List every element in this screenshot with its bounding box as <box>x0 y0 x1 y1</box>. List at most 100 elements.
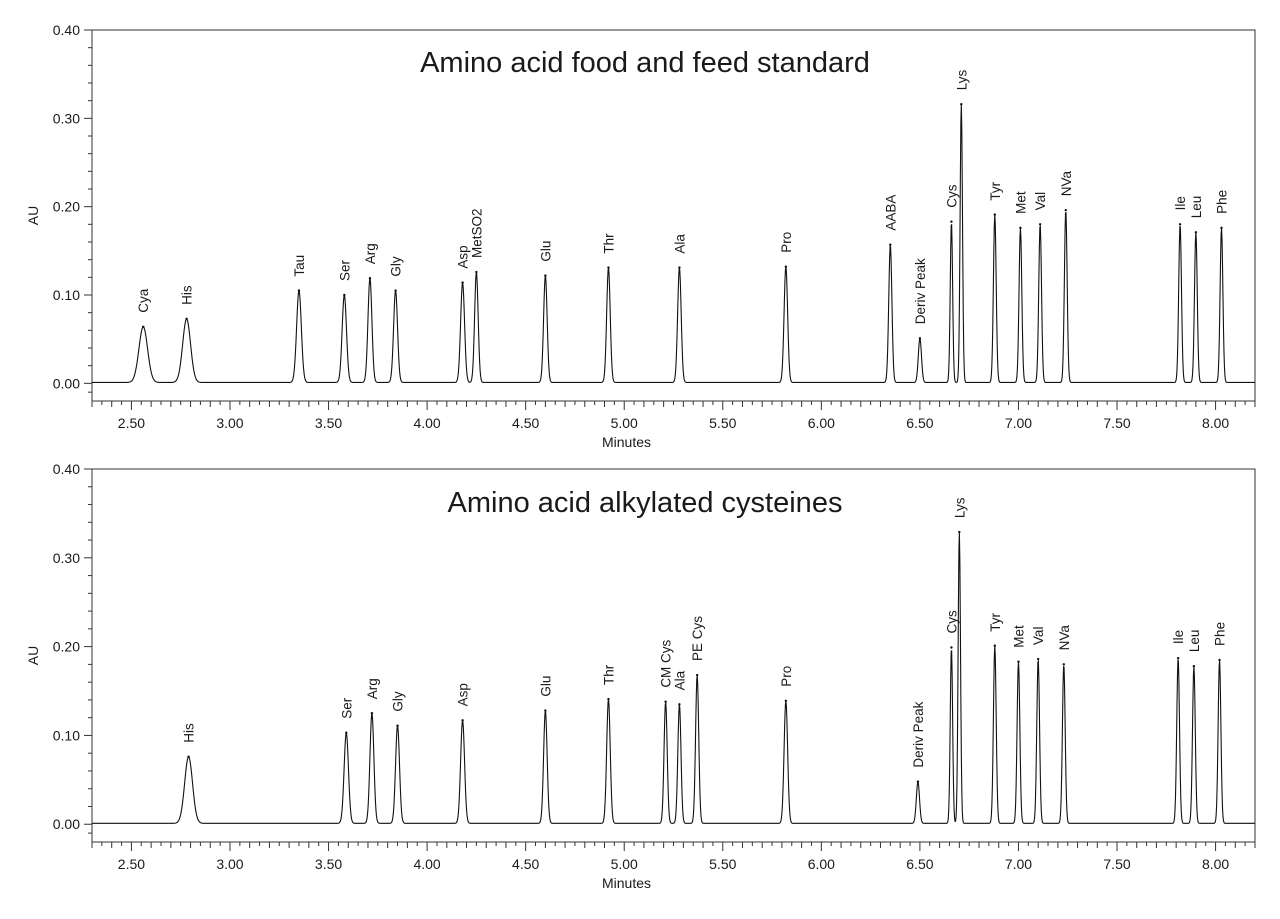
y-tick-label: 0.20 <box>53 639 80 655</box>
y-tick-label: 0.30 <box>53 550 80 566</box>
x-tick-label: 4.00 <box>413 856 440 872</box>
x-tick-label: 4.00 <box>413 415 440 431</box>
peak-apex <box>1220 226 1223 230</box>
peak-label: Ser <box>337 259 352 281</box>
peak-label: Cys <box>944 610 959 633</box>
x-tick-label: 3.00 <box>216 856 243 872</box>
peak-apex <box>370 712 374 715</box>
peak-apex <box>607 697 610 701</box>
x-tick-label: 8.00 <box>1202 415 1229 431</box>
x-tick-label: 3.00 <box>216 415 243 431</box>
peak-apex <box>368 277 372 280</box>
peak-apex <box>1062 663 1065 666</box>
y-tick-label: 0.00 <box>53 816 80 832</box>
chart-title: Amino acid food and feed standard <box>420 47 870 79</box>
peak-label: Gly <box>389 256 404 277</box>
peak-label: Val <box>1031 627 1046 646</box>
peak-apex <box>784 699 788 702</box>
x-tick-label: 7.00 <box>1005 856 1032 872</box>
peak-apex <box>1036 657 1040 661</box>
peak-label: Met <box>1011 625 1026 648</box>
peak-apex <box>185 317 188 321</box>
peak-apex <box>678 266 681 269</box>
y-tick-label: 0.10 <box>53 287 80 303</box>
y-tick-label: 0.20 <box>53 199 80 215</box>
peak-apex <box>918 337 922 340</box>
x-axis-label: Minutes <box>602 875 651 891</box>
x-tick-label: 5.50 <box>709 415 736 431</box>
peak-apex <box>544 709 547 712</box>
peak-apex <box>461 281 464 284</box>
x-tick-label: 7.50 <box>1103 415 1130 431</box>
peak-apex <box>461 719 464 722</box>
peak-apex <box>1176 656 1180 660</box>
peak-label: Phe <box>1214 190 1229 214</box>
peak-label: NVa <box>1059 170 1074 196</box>
x-tick-label: 6.00 <box>808 415 835 431</box>
peak-apex <box>960 103 963 106</box>
peak-apex <box>1019 226 1022 230</box>
chart-panel-1: 0.00 0.10 0.20 0.30 0.40 2.50 3.00 3.50 4.00 4.50… <box>25 22 1256 450</box>
peak-apex <box>345 731 348 734</box>
peak-label: Ile <box>1173 196 1188 210</box>
peak-label: NVa <box>1057 625 1072 651</box>
peak-apex <box>678 703 681 706</box>
peak-label: Thr <box>601 664 616 685</box>
peak-label: Thr <box>601 233 616 254</box>
peak-label: Asp <box>456 683 471 706</box>
peak-apex <box>784 265 788 268</box>
peak-label: Val <box>1033 192 1048 211</box>
chromatogram-trace <box>92 104 1255 383</box>
x-tick-label: 6.00 <box>808 856 835 872</box>
x-tick-label: 6.50 <box>906 415 933 431</box>
x-tick-label: 5.00 <box>611 856 638 872</box>
peak-label: Tyr <box>988 612 1003 631</box>
x-tick-label: 5.00 <box>611 415 638 431</box>
peak-label: Cya <box>136 288 151 312</box>
peak-label: Met <box>1013 191 1028 214</box>
peak-apex <box>1038 223 1042 226</box>
x-tick-label: 7.00 <box>1005 415 1032 431</box>
peak-label: MetSO2 <box>469 209 484 259</box>
peak-apex <box>396 724 399 727</box>
x-tick-label: 3.50 <box>315 415 342 431</box>
peak-apex <box>142 325 145 328</box>
peak-apex <box>343 293 346 297</box>
peak-apex <box>187 755 190 758</box>
y-axis-label: AU <box>25 206 41 225</box>
peak-apex <box>664 700 667 703</box>
peak-apex <box>916 780 920 783</box>
y-tick-label: 0.30 <box>53 110 80 126</box>
peak-apex <box>475 270 478 274</box>
peak-label: Asp <box>456 245 471 268</box>
x-tick-label: 6.50 <box>906 856 933 872</box>
peak-apex <box>1192 664 1196 668</box>
peak-apex <box>297 289 301 292</box>
peak-apex <box>993 213 997 216</box>
x-tick-label: 5.50 <box>709 856 736 872</box>
peak-apex <box>394 289 397 292</box>
peak-apex <box>695 673 699 677</box>
peak-label: Lys <box>954 69 969 90</box>
y-tick-label: 0.40 <box>53 22 80 38</box>
peak-apex <box>958 530 961 534</box>
plot-frame <box>91 29 1256 402</box>
peak-apex <box>993 644 997 647</box>
chromatogram-trace <box>92 532 1255 824</box>
peak-label: Phe <box>1213 622 1228 646</box>
x-tick-label: 2.50 <box>118 415 145 431</box>
peak-label: Ala <box>672 234 687 254</box>
peak-label: Leu <box>1189 196 1204 219</box>
peak-label: Arg <box>365 678 380 699</box>
peak-label: Arg <box>363 243 378 264</box>
peak-label: Leu <box>1187 630 1202 653</box>
x-tick-label: 4.50 <box>512 856 539 872</box>
peak-apex <box>950 220 953 223</box>
y-tick-label: 0.10 <box>53 727 80 743</box>
x-axis-label: Minutes <box>602 434 651 450</box>
x-tick-label: 2.50 <box>118 856 145 872</box>
peak-label: Ala <box>672 670 687 690</box>
peak-label: Deriv Peak <box>913 258 928 324</box>
peak-label: CM Cys <box>659 639 674 687</box>
